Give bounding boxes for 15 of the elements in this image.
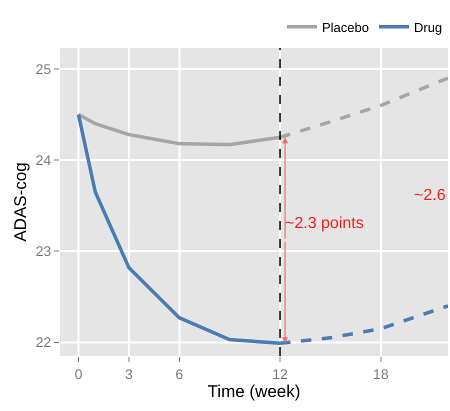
y-axis-title: ADAS-cog (11, 162, 30, 242)
annotation: ~2.6 (414, 187, 446, 204)
y-tick-label: 25 (36, 60, 52, 77)
x-axis-title: Time (week) (208, 382, 300, 402)
legend-label: Drug (414, 20, 442, 35)
x-tick-label: 6 (175, 366, 184, 382)
y-tick-label: 22 (36, 334, 52, 350)
legend-label: Placebo (322, 20, 369, 35)
y-tick-label: 23 (36, 243, 52, 260)
x-tick-label: 3 (124, 366, 133, 382)
x-tick-label: 0 (74, 366, 83, 382)
x-tick-label: 12 (272, 366, 288, 382)
x-tick-label: 18 (373, 366, 389, 382)
y-tick-label: 24 (36, 152, 52, 168)
annotation: ~2.3 points (285, 215, 364, 232)
